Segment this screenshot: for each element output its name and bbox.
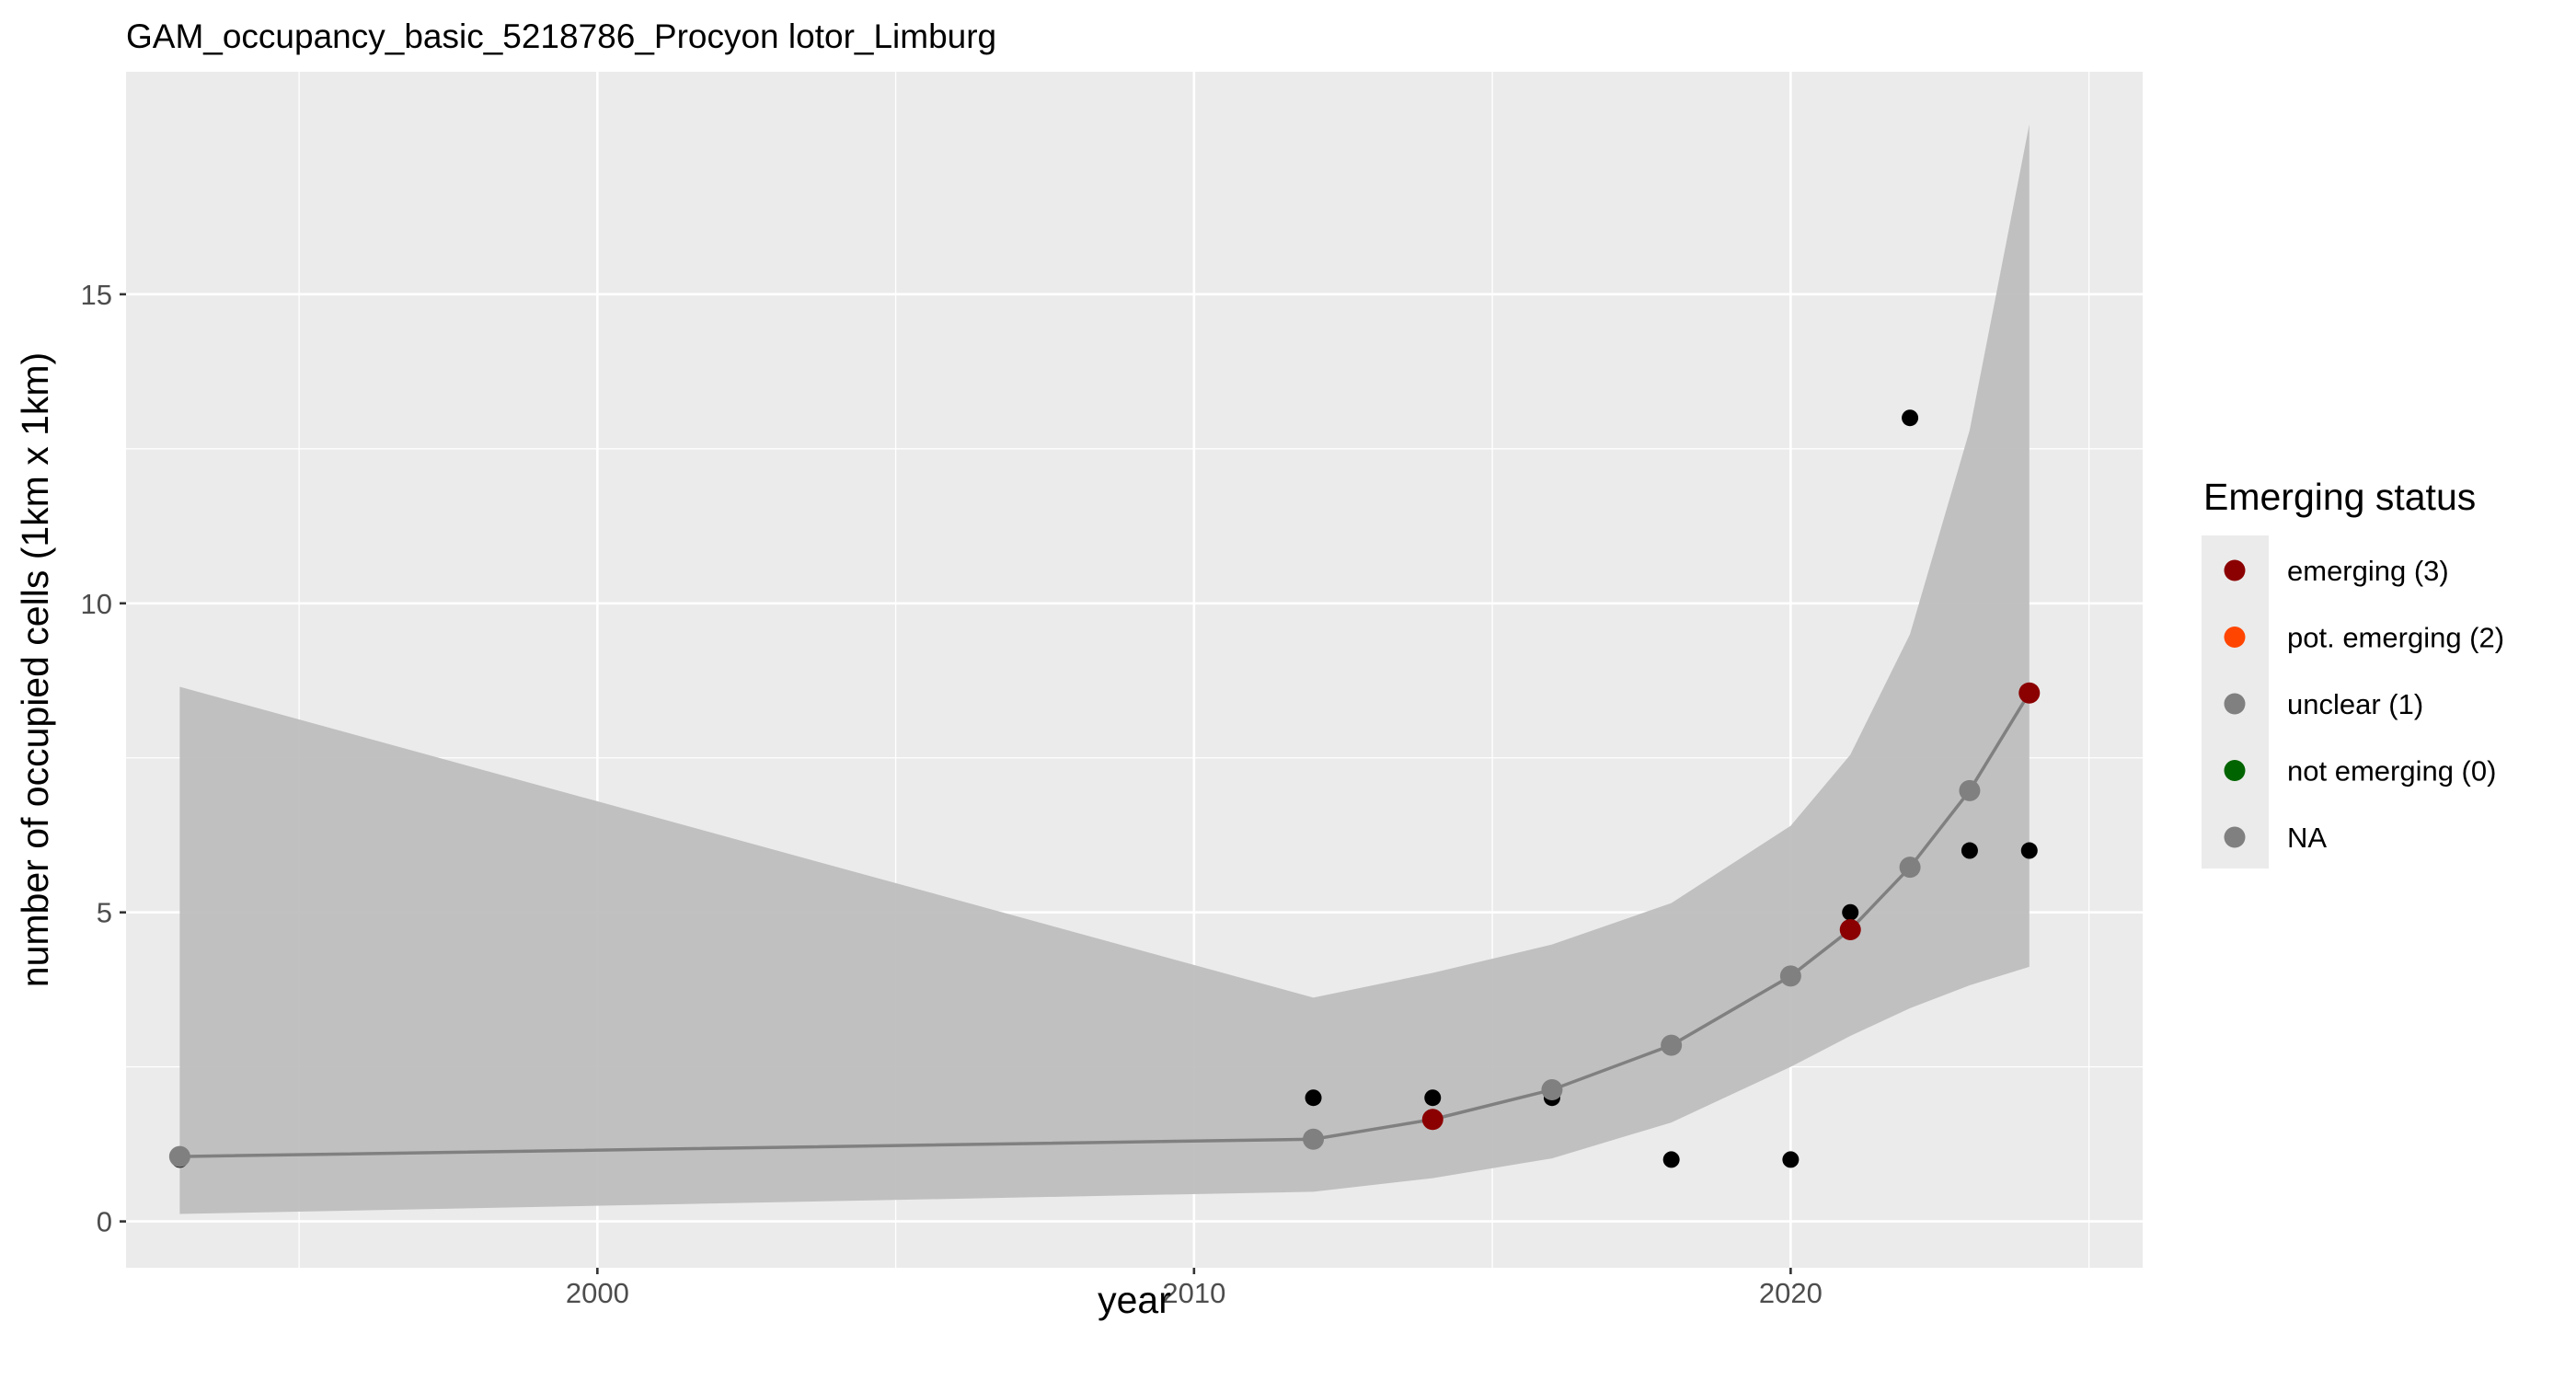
legend-label: pot. emerging (2): [2287, 622, 2504, 654]
observed-point: [1662, 1151, 1680, 1168]
legend: Emerging status emerging (3) pot. emergin…: [2202, 476, 2504, 868]
fitted-point: [1421, 1109, 1443, 1131]
legend-label: unclear (1): [2287, 688, 2423, 720]
observed-point: [1782, 1151, 1800, 1168]
legend-label: not emerging (0): [2287, 755, 2496, 788]
fitted-trend-line: [179, 692, 2031, 1158]
grid-minor: [126, 72, 2143, 1268]
y-tick-label: 15: [81, 279, 112, 311]
fitted-point: [1779, 965, 1801, 987]
legend-key: [2224, 627, 2246, 648]
chart-title: GAM_occupancy_basic_5218786_Procyon loto…: [126, 17, 996, 55]
x-axis: 2000 2010 2020: [566, 1268, 1823, 1309]
fitted-point: [1899, 857, 1921, 879]
legend-key: [2224, 693, 2246, 715]
legend-key: [2224, 559, 2246, 581]
x-tick-label: 2020: [1759, 1277, 1823, 1309]
fitted-point: [2018, 682, 2041, 704]
confidence-ribbon: [179, 124, 2030, 1214]
x-axis-title: year: [1098, 1279, 1171, 1321]
observed-point: [1902, 409, 1919, 427]
y-tick-label: 0: [97, 1206, 112, 1238]
x-tick-label: 2010: [1162, 1277, 1225, 1309]
legend-key: [2224, 760, 2246, 781]
fitted-point: [1959, 779, 1981, 801]
fitted-point: [1303, 1128, 1325, 1150]
y-tick-label: 5: [97, 897, 112, 929]
y-tick-label: 10: [81, 588, 112, 620]
legend-label: NA: [2287, 822, 2327, 854]
fitted-point: [1541, 1079, 1563, 1101]
legend-items: emerging (3) pot. emerging (2) unclear (1)…: [2224, 555, 2504, 854]
fitted-point: [1839, 919, 1861, 941]
observed-point: [2020, 842, 2038, 859]
legend-label: emerging (3): [2287, 555, 2449, 587]
observed-point: [1842, 903, 1859, 921]
fitted-point: [168, 1145, 190, 1167]
fitted-point: [1661, 1034, 1683, 1056]
fitted-points: [168, 682, 2041, 1167]
y-axis-title: number of occupied cells (1km x 1km): [14, 352, 56, 987]
legend-key: [2224, 826, 2246, 848]
legend-title: Emerging status: [2203, 476, 2476, 518]
observed-point: [1424, 1089, 1442, 1107]
x-tick-label: 2000: [566, 1277, 629, 1309]
y-axis: 0 5 10 15: [81, 279, 126, 1238]
observed-point: [1305, 1089, 1322, 1107]
observed-point: [1961, 842, 1978, 859]
